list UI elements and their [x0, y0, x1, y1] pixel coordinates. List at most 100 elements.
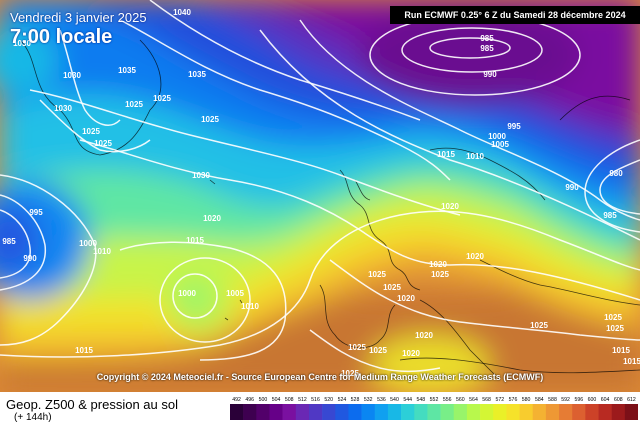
isobar-label: 1020: [415, 331, 433, 340]
legend-tick-label: 504: [272, 397, 281, 403]
isobar-label: 1030: [54, 104, 72, 113]
legend-tick-label: 512: [298, 397, 307, 403]
geopotential-color-field: [0, 0, 640, 392]
isobar-label: 1005: [491, 140, 509, 149]
legend-swatch: [414, 404, 428, 420]
legend-swatch: [493, 404, 507, 420]
forecast-time: 7:00 locale: [10, 26, 113, 48]
legend-swatch: [519, 404, 534, 420]
isobar-label: 1015: [75, 346, 93, 355]
isobar-label: 1025: [341, 369, 359, 378]
isobar-label: 1025: [604, 313, 622, 322]
legend-tick-label: 508: [285, 397, 294, 403]
legend-tick-label: 588: [548, 397, 557, 403]
isobar-label: 1015: [186, 236, 204, 245]
isobar-label: 1040: [173, 8, 191, 17]
legend-swatch: [572, 404, 586, 420]
legend-tick-label: 536: [377, 397, 386, 403]
isobar-label: 1025: [383, 283, 401, 292]
isobar-label: 1025: [530, 321, 548, 330]
legend-tick-label: 564: [469, 397, 478, 403]
isobar-label: 1020: [203, 214, 221, 223]
legend-tick-label: 608: [614, 397, 623, 403]
legend-tick-label: 556: [443, 397, 452, 403]
legend-tick-label: 500: [259, 397, 268, 403]
isobar-label: 1030: [192, 171, 210, 180]
legend-swatch: [282, 404, 297, 420]
legend-tick-label: 572: [495, 397, 504, 403]
legend-swatch: [466, 404, 481, 420]
isobar-label: 985: [480, 34, 494, 43]
forecast-map: 1040 1030 1030 1035 1035 1025 1025 1030 1025 1025…: [0, 0, 640, 392]
parameter-title: Geop. Z500 & pression au sol: [6, 397, 178, 412]
legend-tick-label: 496: [245, 397, 254, 403]
isobar-label: 985: [2, 237, 16, 246]
color-scale-legend: 492 496 500 504 508 512 516 520 524 528 532 536 540 5…: [230, 397, 638, 420]
isobar-label: 1015: [437, 150, 455, 159]
coastlines: [19, 39, 640, 381]
legend-tick-label: 532: [364, 397, 373, 403]
legend-swatch: [506, 404, 520, 420]
legend-tick-label: 560: [456, 397, 465, 403]
legend-swatch: [427, 404, 441, 420]
isobar-label: 990: [23, 254, 37, 263]
legend-tick-label: 592: [561, 397, 570, 403]
legend-tick-label: 568: [482, 397, 491, 403]
isobar-label: 1035: [118, 66, 136, 75]
isobar-label: 1025: [431, 270, 449, 279]
legend-tick-label: 612: [627, 397, 636, 403]
isobar-label: 1030: [63, 71, 81, 80]
legend-swatch: [559, 404, 573, 420]
isobar-label: 1030: [13, 39, 31, 48]
isobar-label: 1025: [125, 100, 143, 109]
legend-tick-label: 516: [311, 397, 320, 403]
legend-tick-label: 548: [416, 397, 425, 403]
isobar-label: 1020: [429, 260, 447, 269]
legend-swatch: [611, 404, 626, 420]
map-footer: Geop. Z500 & pression au sol (+ 144h) 49…: [0, 392, 640, 427]
legend-swatch: [440, 404, 455, 420]
isobar-label: 990: [483, 70, 497, 79]
isobar-label: 1000: [488, 132, 506, 141]
isobar-label: 985: [603, 211, 617, 220]
legend-swatch: [322, 404, 336, 420]
isobar-label: 1020: [466, 252, 484, 261]
isobar-label: 1025: [606, 324, 624, 333]
isobar-label: 1025: [369, 346, 387, 355]
isobar-label: 995: [507, 122, 521, 131]
legend-swatch: [453, 404, 468, 420]
legend-tick-label: 552: [430, 397, 439, 403]
legend-swatch: [230, 404, 244, 420]
isobar-label: 1015: [612, 346, 630, 355]
isobar-label: 1025: [82, 127, 100, 136]
isobar-label: 1020: [441, 202, 459, 211]
isobar-label: 1025: [94, 139, 112, 148]
legend-swatch: [308, 404, 323, 420]
isobar-label: 1010: [93, 247, 111, 256]
legend-swatch: [256, 404, 270, 420]
forecast-date: Vendredi 3 janvier 2025: [10, 10, 147, 25]
legend-swatch: [532, 404, 547, 420]
legend-swatch: [401, 404, 415, 420]
isobar-label: 1000: [79, 239, 97, 248]
legend-swatch: [243, 404, 257, 420]
isobar-label: 1025: [153, 94, 171, 103]
legend-swatch: [348, 404, 362, 420]
legend-tick-label: 524: [338, 397, 347, 403]
legend-swatch: [545, 404, 560, 420]
isobar-label: 995: [29, 208, 43, 217]
legend-tick-label: 604: [601, 397, 610, 403]
legend-tick-label: 584: [535, 397, 544, 403]
isobar-label: 1010: [466, 152, 484, 161]
isobar-label: 1015: [623, 357, 640, 366]
isobar-label: 985: [480, 44, 494, 53]
legend-swatch: [295, 404, 310, 420]
legend-swatch: [335, 404, 349, 420]
legend-tick-label: 540: [390, 397, 399, 403]
legend-swatch: [480, 404, 494, 420]
isobar-label: 1010: [241, 302, 259, 311]
isobar-label: 1035: [188, 70, 206, 79]
legend-tick-label: 580: [522, 397, 531, 403]
legend-tick-label: 576: [509, 397, 518, 403]
